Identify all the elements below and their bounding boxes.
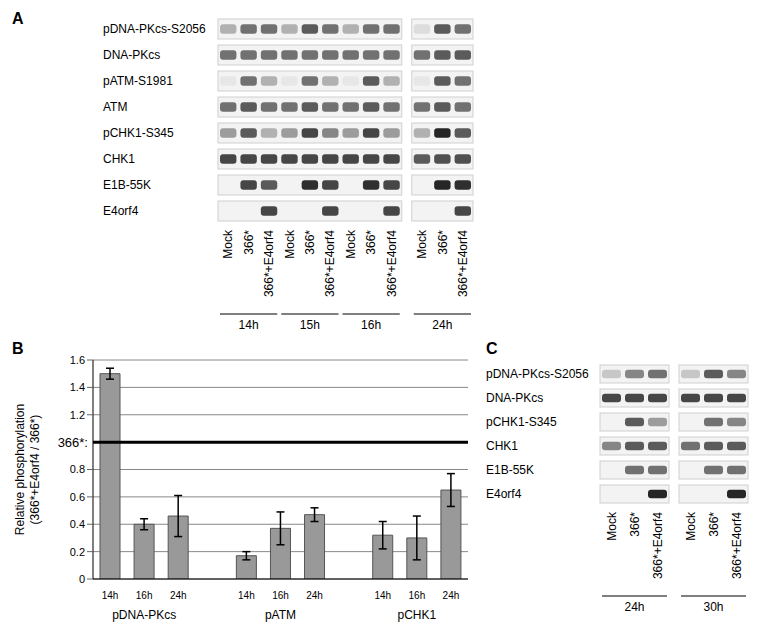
svg-text:0.2: 0.2 — [70, 546, 85, 558]
svg-text:366*+E4orf4: 366*+E4orf4 — [323, 230, 337, 297]
svg-text:14h: 14h — [238, 590, 255, 601]
svg-text:1.4: 1.4 — [70, 381, 85, 393]
svg-text:366*:: 366*: — [58, 435, 88, 450]
svg-text:0.6: 0.6 — [70, 491, 85, 503]
svg-text:366*: 366* — [303, 230, 317, 255]
svg-text:0.8: 0.8 — [70, 463, 85, 475]
svg-text:24h: 24h — [624, 600, 644, 614]
svg-text:Mock: Mock — [344, 229, 358, 259]
svg-text:pATM-S1981: pATM-S1981 — [103, 74, 173, 88]
svg-text:24h: 24h — [170, 590, 187, 601]
svg-text:Mock: Mock — [605, 511, 619, 541]
svg-text:CHK1: CHK1 — [103, 152, 135, 166]
svg-text:DNA-PKcs: DNA-PKcs — [103, 48, 160, 62]
svg-text:0: 0 — [79, 573, 85, 585]
svg-text:pCHK1-S345: pCHK1-S345 — [486, 415, 557, 429]
svg-text:ATM: ATM — [103, 100, 127, 114]
svg-text:366*+E4orf4: 366*+E4orf4 — [385, 230, 399, 297]
svg-text:1.2: 1.2 — [70, 409, 85, 421]
svg-text:366*: 366* — [707, 512, 721, 537]
svg-text:366*+E4orf4: 366*+E4orf4 — [456, 230, 470, 297]
svg-text:14h: 14h — [374, 590, 391, 601]
svg-text:24h: 24h — [443, 590, 460, 601]
svg-text:(366*+E4orf4 / 366*): (366*+E4orf4 / 366*) — [28, 415, 42, 525]
svg-text:B: B — [12, 340, 24, 357]
svg-text:16h: 16h — [272, 590, 289, 601]
svg-text:366*: 366* — [364, 230, 378, 255]
svg-text:Mock: Mock — [283, 229, 297, 259]
svg-text:Mock: Mock — [415, 229, 429, 259]
svg-text:366*+E4orf4: 366*+E4orf4 — [262, 230, 276, 297]
svg-text:E4orf4: E4orf4 — [486, 487, 522, 501]
svg-text:Relative phosphorylation: Relative phosphorylation — [13, 404, 27, 535]
svg-text:pDNA-PKcs: pDNA-PKcs — [112, 608, 176, 622]
svg-text:CHK1: CHK1 — [486, 439, 518, 453]
svg-text:24h: 24h — [432, 318, 452, 332]
svg-text:16h: 16h — [361, 318, 381, 332]
svg-text:366*: 366* — [628, 512, 642, 537]
svg-text:A: A — [12, 10, 24, 27]
svg-text:366*: 366* — [242, 230, 256, 255]
svg-text:E4orf4: E4orf4 — [103, 204, 139, 218]
svg-text:pCHK1-S345: pCHK1-S345 — [103, 126, 174, 140]
svg-text:24h: 24h — [306, 590, 323, 601]
svg-text:15h: 15h — [300, 318, 320, 332]
svg-text:366*+E4orf4: 366*+E4orf4 — [730, 512, 744, 579]
svg-text:366*+E4orf4: 366*+E4orf4 — [651, 512, 665, 579]
svg-text:0.4: 0.4 — [70, 518, 85, 530]
svg-text:14h: 14h — [102, 590, 119, 601]
svg-text:pCHK1: pCHK1 — [398, 608, 437, 622]
svg-text:pDNA-PKcs-S2056: pDNA-PKcs-S2056 — [486, 367, 589, 381]
svg-text:16h: 16h — [136, 590, 153, 601]
svg-text:E1B-55K: E1B-55K — [486, 463, 534, 477]
svg-text:1.6: 1.6 — [70, 354, 85, 366]
svg-text:16h: 16h — [409, 590, 426, 601]
svg-text:DNA-PKcs: DNA-PKcs — [486, 391, 543, 405]
svg-text:Mock: Mock — [221, 229, 235, 259]
svg-text:14h: 14h — [239, 318, 259, 332]
svg-text:30h: 30h — [703, 600, 723, 614]
svg-text:C: C — [486, 340, 498, 357]
svg-text:E1B-55K: E1B-55K — [103, 178, 151, 192]
svg-text:366*: 366* — [436, 230, 450, 255]
svg-text:pDNA-PKcs-S2056: pDNA-PKcs-S2056 — [103, 22, 206, 36]
svg-text:pATM: pATM — [265, 608, 296, 622]
svg-text:Mock: Mock — [684, 511, 698, 541]
